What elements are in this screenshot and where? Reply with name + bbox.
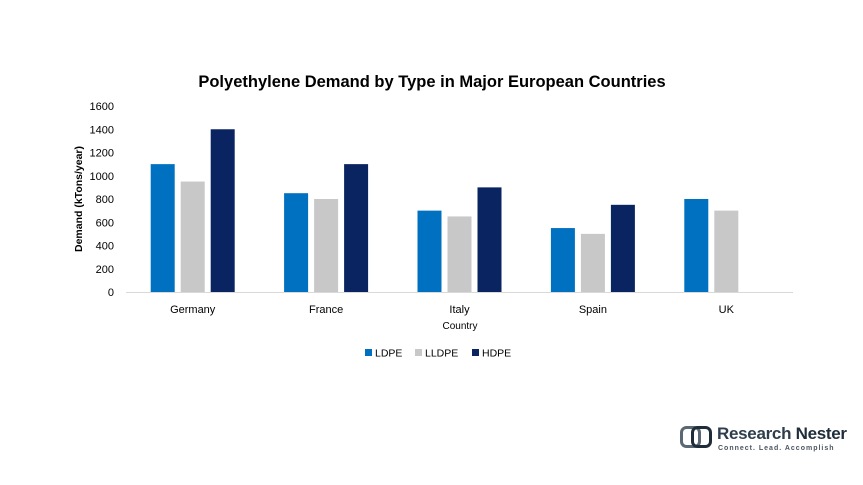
x-tick-label: France <box>309 304 343 316</box>
x-axis-label: Country <box>442 321 477 332</box>
y-tick-label: 400 <box>96 241 114 253</box>
y-axis-ticks: 0 200 400 600 800 1000 1200 1400 1600 <box>90 101 114 299</box>
brand-name: Research Nester <box>717 424 847 443</box>
y-tick-label: 800 <box>96 194 114 206</box>
bar-lldpe-spain <box>580 233 605 292</box>
bar-ldpe-uk <box>684 199 709 292</box>
legend-swatch-lldpe <box>415 349 422 356</box>
bar-ldpe-italy <box>417 210 442 292</box>
legend-label-hdpe: HDPE <box>482 348 511 360</box>
brand-logo: Research Nester Connect. Lead. Accomplis… <box>680 423 847 459</box>
bar-hdpe-spain <box>610 204 635 292</box>
y-tick-label: 0 <box>108 287 114 299</box>
bar-lldpe-uk <box>714 210 739 292</box>
y-axis-label: Demand (kTons/year) <box>73 146 85 252</box>
x-axis-ticks: Germany France Italy Spain UK <box>170 304 735 316</box>
bar-hdpe-italy <box>477 187 502 292</box>
legend: LDPE LLDPE HDPE <box>365 348 511 360</box>
legend-swatch-ldpe <box>365 349 372 356</box>
bar-lldpe-france <box>314 199 339 292</box>
x-tick-label: Spain <box>579 304 607 316</box>
bar-ldpe-germany <box>150 164 175 292</box>
y-tick-label: 1600 <box>90 101 114 113</box>
brand-tagline: Connect. Lead. Accomplish <box>718 445 835 452</box>
y-tick-label: 600 <box>96 217 114 229</box>
legend-swatch-hdpe <box>472 349 479 356</box>
x-tick-label: Germany <box>170 304 216 316</box>
bar-hdpe-germany <box>210 129 235 292</box>
legend-label-lldpe: LLDPE <box>425 348 458 360</box>
y-tick-label: 1200 <box>90 148 114 160</box>
y-tick-label: 200 <box>96 264 114 276</box>
bar-hdpe-france <box>344 164 369 292</box>
y-tick-label: 1400 <box>90 124 114 136</box>
chart-title: Polyethylene Demand by Type in Major Eur… <box>198 73 665 91</box>
bar-lldpe-germany <box>180 181 205 292</box>
research-nester-logo-icon <box>680 426 712 448</box>
legend-label-ldpe: LDPE <box>375 348 402 360</box>
bar-ldpe-france <box>284 193 309 292</box>
x-tick-label: Italy <box>449 304 470 316</box>
bar-ldpe-spain <box>550 228 575 292</box>
y-tick-label: 1000 <box>90 171 114 183</box>
plot-area <box>150 129 739 292</box>
bar-lldpe-italy <box>447 216 472 292</box>
x-tick-label: UK <box>719 304 735 316</box>
